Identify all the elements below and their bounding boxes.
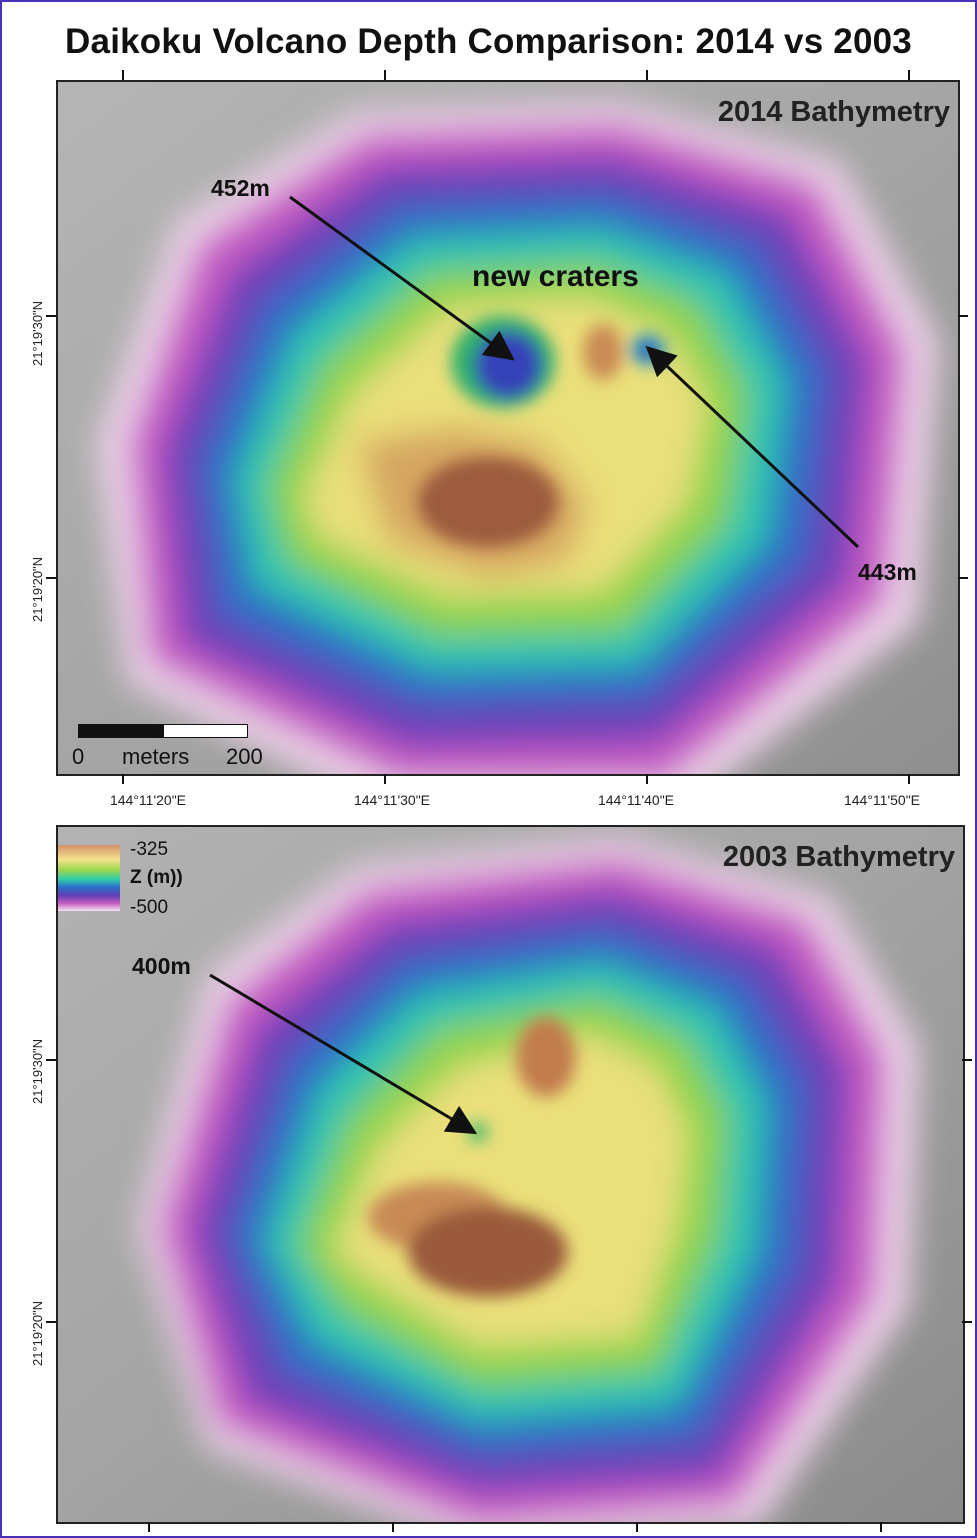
arrow-to-west-crater (289, 195, 515, 361)
bathymetry-2003 (58, 827, 963, 1522)
tick-right-4 (962, 1321, 972, 1323)
tick-bottom-4 (880, 1522, 882, 1532)
tick-top-4 (908, 70, 910, 80)
panel-title-2014: 2014 Bathymetry (717, 96, 950, 128)
y-label-bottom-1: 21°19'30"N (30, 1038, 45, 1104)
tick-left-1 (46, 315, 56, 317)
map-2003[interactable]: 2003 Bathymetry 400m -325 Z (m)) -500 (56, 825, 965, 1524)
tick-mid-4 (908, 774, 910, 784)
tick-right-2 (958, 577, 968, 579)
map-2014[interactable]: 2014 Bathymetry 452m new craters 443m 0 … (56, 80, 960, 776)
y-label-bottom-2: 21°19'20"N (30, 1300, 45, 1366)
tick-mid-1 (122, 774, 124, 784)
x-label-1: 144°11'20"E (109, 792, 187, 808)
x-label-3: 144°11'40"E (597, 792, 675, 808)
arrows-2003 (209, 973, 478, 1135)
legend-min: -500 (130, 897, 169, 918)
color-ramp (58, 845, 120, 911)
y-label-top-2: 21°19'20"N (30, 556, 45, 622)
depth-label-452: 452m (211, 175, 270, 201)
tick-mid-3 (646, 774, 648, 784)
new-craters-label: new craters (472, 260, 639, 293)
tick-left-3 (46, 1059, 56, 1061)
scale-start: 0 (72, 744, 85, 769)
scale-bar-graphic (78, 724, 248, 738)
x-label-2: 144°11'30"E (353, 792, 431, 808)
scale-end: 200 (226, 744, 263, 769)
tick-bottom-2 (392, 1522, 394, 1532)
legend-title: Z (m)) (130, 867, 183, 888)
figure-title: Daikoku Volcano Depth Comparison: 2014 v… (65, 22, 912, 61)
legend-max: -325 (130, 839, 169, 860)
depth-label-443: 443m (858, 559, 917, 585)
depth-label-400: 400m (132, 953, 191, 979)
tick-top-3 (646, 70, 648, 80)
tick-top-2 (384, 70, 386, 80)
bathymetry-2014 (58, 82, 958, 774)
arrow-to-east-crater (645, 345, 860, 549)
tick-right-1 (958, 315, 968, 317)
tick-bottom-3 (636, 1522, 638, 1532)
tick-mid-2 (384, 774, 386, 784)
tick-left-2 (46, 577, 56, 579)
scale-bar: 0 meters 200 (72, 722, 276, 772)
scale-unit: meters (122, 744, 190, 769)
arrows-2014 (289, 195, 860, 549)
y-label-top-1: 21°19'30"N (30, 300, 45, 366)
panel-title-2003: 2003 Bathymetry (722, 841, 955, 873)
depth-legend: -325 Z (m)) -500 (58, 839, 218, 919)
tick-right-3 (962, 1059, 972, 1061)
arrow-to-summit (209, 973, 478, 1135)
tick-top-1 (122, 70, 124, 80)
tick-left-4 (46, 1321, 56, 1323)
tick-bottom-1 (148, 1522, 150, 1532)
x-label-4: 144°11'50"E (843, 792, 921, 808)
